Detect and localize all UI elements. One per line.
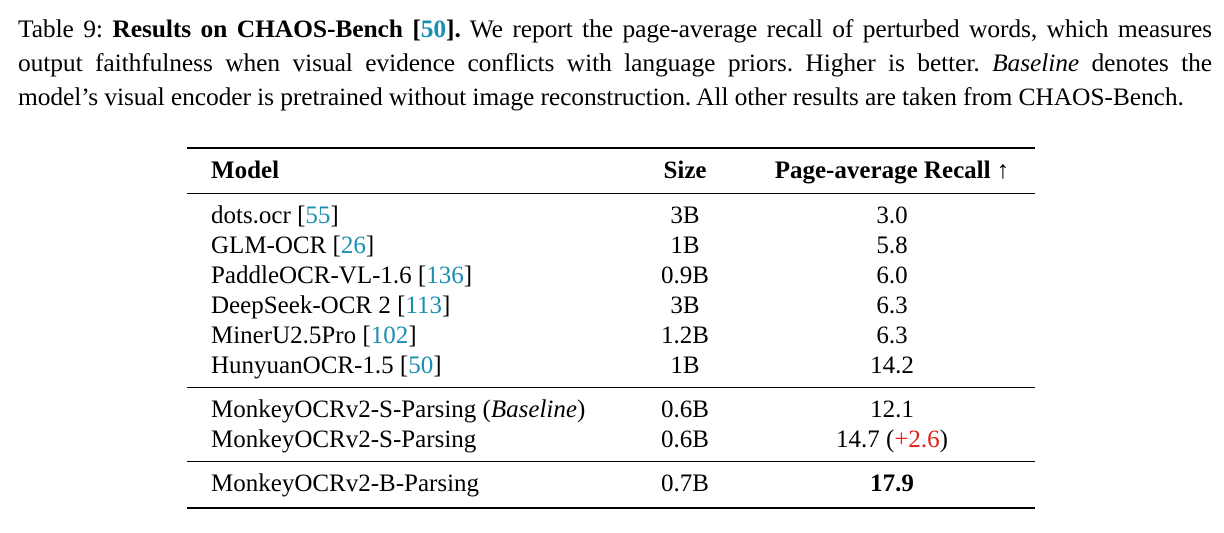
table-row: MonkeyOCRv2-S-Parsing 0.6B 14.7 (+2.6) — [187, 425, 1035, 462]
table-caption: Table 9: Results on CHAOS-Bench [50]. We… — [18, 12, 1212, 114]
bracket: ] — [330, 202, 339, 229]
recall-delta: +2.6 — [894, 426, 940, 453]
table-row: DeepSeek-OCR 2 [113] 3B 6.3 — [187, 291, 1035, 321]
paren: ) — [576, 396, 586, 423]
size-cell: 0.9B — [661, 262, 709, 289]
table-row: MonkeyOCRv2-S-Parsing (Baseline) 0.6B 12… — [187, 387, 1035, 426]
header-size: Size — [663, 157, 707, 184]
paren: ) — [939, 426, 948, 453]
table-row: dots.ocr [55] 3B 3.0 — [187, 193, 1035, 232]
table-row: MinerU2.5Pro [102] 1.2B 6.3 — [187, 321, 1035, 351]
model-cell: MonkeyOCRv2-S-Parsing (Baseline) — [187, 388, 621, 426]
model-cell: MonkeyOCRv2-B-Parsing — [211, 470, 480, 497]
header-recall: Page-average Recall ↑ — [774, 157, 1010, 184]
table-row: HunyuanOCR-1.5 [50] 1B 14.2 — [187, 351, 1035, 388]
bracket: ] — [365, 232, 375, 259]
model-name: PaddleOCR-VL-1.6 [ — [211, 262, 427, 289]
baseline-italic: Baseline — [490, 396, 577, 423]
bracket: ] — [463, 262, 473, 289]
size-cell: 1.2B — [661, 322, 709, 349]
caption-baseline-italic: Baseline — [992, 48, 1080, 77]
header-model: Model — [211, 157, 280, 184]
citation-link[interactable]: 113 — [405, 292, 442, 319]
table-row: PaddleOCR-VL-1.6 [136] 0.9B 6.0 — [187, 261, 1035, 291]
model-cell: PaddleOCR-VL-1.6 [136] — [187, 261, 621, 291]
citation-link[interactable]: 50 — [408, 352, 434, 379]
citation-link[interactable]: 102 — [370, 322, 409, 349]
recall-cell: 6.3 — [876, 322, 908, 349]
model-cell: DeepSeek-OCR 2 [113] — [187, 291, 621, 321]
size-cell: 0.7B — [661, 470, 709, 497]
caption-label: Table 9: — [18, 14, 103, 43]
bracket: ] — [441, 292, 451, 319]
recall-cell: 14.2 — [870, 352, 914, 379]
size-cell: 1B — [670, 352, 700, 379]
model-name: DeepSeek-OCR 2 [ — [211, 292, 406, 319]
model-cell: MonkeyOCRv2-S-Parsing — [211, 426, 477, 453]
recall-cell: 14.7 (+2.6) — [749, 425, 1035, 462]
bracket: ] — [408, 322, 417, 349]
model-cell: MinerU2.5Pro [102] — [187, 321, 621, 351]
recall-cell: 12.1 — [870, 396, 914, 423]
model-cell: dots.ocr [55] — [187, 194, 621, 232]
caption-text-1: We report the page-average recall of per… — [18, 14, 1213, 77]
size-cell: 3B — [670, 292, 700, 319]
size-cell: 0.6B — [661, 396, 709, 423]
citation-link[interactable]: 136 — [426, 262, 464, 289]
size-cell: 3B — [670, 202, 700, 229]
citation-link[interactable]: 26 — [340, 232, 366, 259]
recall-value: 14.7 ( — [835, 426, 895, 453]
table-row: MonkeyOCRv2-B-Parsing 0.7B 17.9 — [187, 461, 1035, 508]
model-name: MonkeyOCRv2-S-Parsing ( — [211, 396, 491, 423]
caption-title-citation[interactable]: 50 — [420, 14, 447, 43]
recall-cell: 3.0 — [876, 202, 908, 229]
size-cell: 1B — [670, 232, 700, 259]
recall-cell: 5.8 — [876, 232, 908, 259]
table-header-row: Model Size Page-average Recall ↑ — [187, 148, 1035, 194]
recall-cell-best: 17.9 — [870, 470, 914, 497]
model-cell: GLM-OCR [26] — [187, 231, 621, 261]
table-row: GLM-OCR [26] 1B 5.8 — [187, 231, 1035, 261]
caption-title-close: ]. — [446, 14, 461, 43]
model-name: MinerU2.5Pro [ — [211, 322, 371, 349]
recall-cell: 6.0 — [876, 262, 908, 289]
recall-cell: 6.3 — [876, 292, 908, 319]
bracket: ] — [433, 352, 442, 379]
model-name: GLM-OCR [ — [211, 232, 341, 259]
citation-link[interactable]: 55 — [305, 202, 331, 229]
model-name: HunyuanOCR-1.5 [ — [211, 352, 409, 379]
caption-title: Results on CHAOS-Bench [50]. — [112, 14, 460, 43]
results-table: Model Size Page-average Recall ↑ dots.oc… — [187, 147, 1035, 509]
model-cell: HunyuanOCR-1.5 [50] — [187, 351, 621, 388]
model-name: dots.ocr [ — [211, 202, 306, 229]
caption-text-2: denotes the model’s visual encoder is pr… — [18, 48, 1212, 111]
caption-title-text: Results on CHAOS-Bench [ — [112, 14, 421, 43]
size-cell: 0.6B — [661, 426, 709, 453]
